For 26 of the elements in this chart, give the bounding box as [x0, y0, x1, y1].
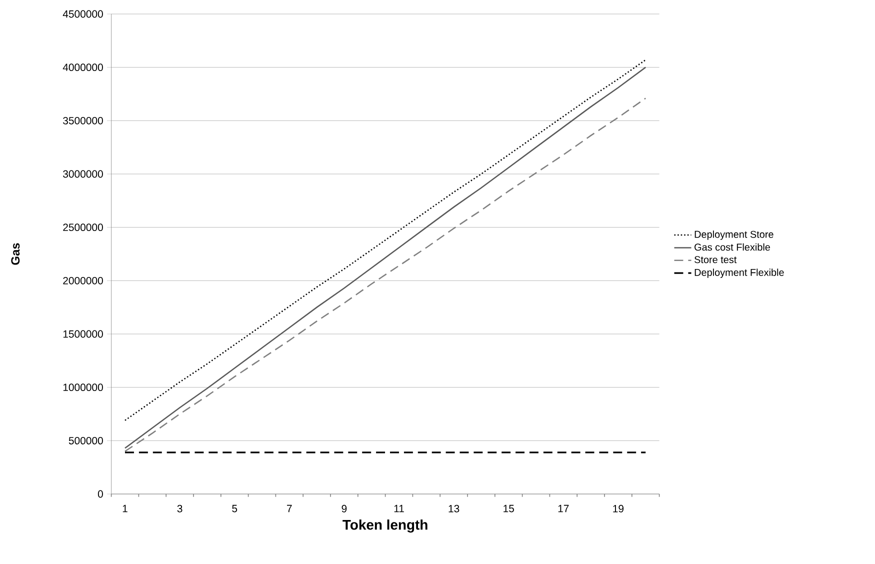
y-tick-label: 1500000: [63, 330, 103, 338]
legend-label: Deployment Flexible: [694, 268, 784, 278]
x-tick-label: 5: [232, 504, 238, 512]
y-tick-label: 500000: [68, 436, 103, 444]
x-tick-label: 1: [122, 504, 128, 512]
x-tick-label: 3: [177, 504, 182, 512]
legend-label: Deployment Store: [694, 230, 774, 240]
y-tick-label: 3500000: [63, 116, 103, 124]
y-tick-label: 2000000: [63, 276, 103, 284]
x-tick-label: 11: [394, 504, 404, 512]
x-tick-label: 15: [504, 504, 514, 512]
x-tick-label: 17: [558, 504, 569, 512]
x-tick-label: 9: [342, 504, 347, 512]
y-tick-label: 0: [98, 490, 103, 498]
y-axis-title: Gas: [11, 243, 20, 265]
x-axis-title: Token length: [342, 520, 428, 533]
x-tick-label: 7: [287, 504, 292, 512]
legend-label: Store test: [694, 256, 737, 264]
x-tick-label: 19: [613, 504, 624, 512]
y-tick-label: 1000000: [63, 384, 103, 392]
y-tick-label: 2500000: [63, 224, 103, 232]
y-tick-label: 4000000: [62, 64, 103, 72]
x-tick-label: 13: [448, 504, 460, 512]
y-tick-label: 3000000: [63, 170, 103, 178]
legend-label: Gas cost Flexible: [694, 243, 770, 251]
y-tick-label: 4500000: [62, 10, 103, 18]
